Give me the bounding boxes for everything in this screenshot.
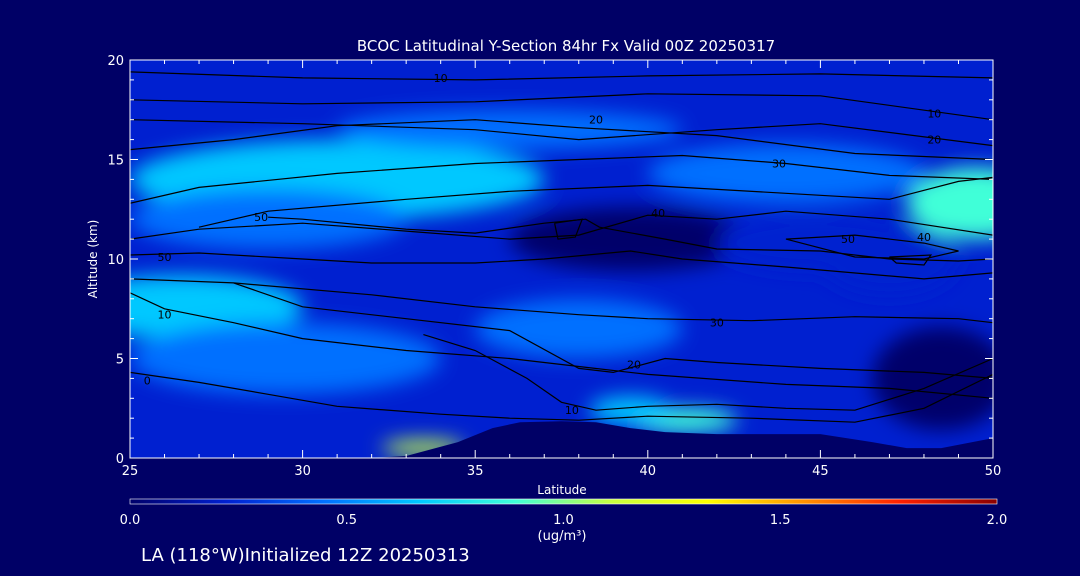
terrain-mask xyxy=(130,421,993,458)
colorbar-unit: (ug/m³) xyxy=(538,529,587,544)
contour-line xyxy=(130,210,993,240)
x-tick-label: 40 xyxy=(640,464,657,479)
contour-line xyxy=(130,292,993,399)
y-tick-label: 0 xyxy=(116,452,124,467)
contour-line xyxy=(423,334,993,411)
contour-line xyxy=(130,278,993,324)
x-tick-label: 35 xyxy=(467,464,484,479)
contour-line xyxy=(130,250,993,280)
colorbar-tick-label: 1.0 xyxy=(553,513,574,528)
contour-label: 40 xyxy=(917,231,931,244)
footer-initialized-text: LA (118°W)Initialized 12Z 20250313 xyxy=(141,545,470,566)
contour-line xyxy=(554,218,584,240)
contour-label: 50 xyxy=(254,211,268,224)
colorbar-strip xyxy=(129,498,998,505)
axes: 25 30 35 40 45 50 0 5 10 15 20 xyxy=(107,54,1001,479)
contour-label: 10 xyxy=(158,309,172,322)
contour-line xyxy=(785,234,959,260)
contour-label: 0 xyxy=(144,374,151,387)
contour-label: 50 xyxy=(841,233,855,246)
contour-label: 30 xyxy=(710,317,724,330)
field-blob xyxy=(130,274,303,339)
y-tick-label: 20 xyxy=(107,54,124,69)
contour-lines xyxy=(130,71,993,423)
contour-line xyxy=(130,119,993,147)
field-blob xyxy=(647,143,924,204)
contour-line xyxy=(198,176,993,228)
y-tick-label: 15 xyxy=(107,154,124,169)
colorbar-ticks: 0.0 0.5 1.0 1.5 2.0 xyxy=(120,513,1008,528)
colorbar-tick-label: 2.0 xyxy=(987,513,1008,528)
contour-label: 10 xyxy=(434,72,448,85)
contour-line xyxy=(233,282,993,379)
contour-line xyxy=(268,216,993,262)
y-tick-label: 10 xyxy=(107,253,124,268)
contour-label: 50 xyxy=(158,251,172,264)
field-blob xyxy=(872,326,993,431)
y-axis-label: Altitude (km) xyxy=(86,220,100,299)
contour-label: 20 xyxy=(627,358,641,371)
colorbar-tick-label: 0.0 xyxy=(120,513,141,528)
contour-label: 10 xyxy=(565,404,579,417)
x-tick-label: 25 xyxy=(122,464,139,479)
field-blob xyxy=(716,215,924,271)
x-tick-label: 45 xyxy=(812,464,829,479)
field-blob xyxy=(509,207,752,271)
contour-line xyxy=(130,119,993,161)
field-blob xyxy=(475,298,683,359)
colorbar-tick-label: 1.5 xyxy=(770,513,791,528)
x-tick-label: 50 xyxy=(985,464,1002,479)
contour-labels: 10 10 20 20 30 40 40 50 50 50 30 10 20 10 0 xyxy=(144,72,942,417)
contour-label: 30 xyxy=(772,157,786,170)
contour-line xyxy=(130,93,993,121)
contour-label: 10 xyxy=(927,108,941,121)
field-blob xyxy=(130,322,441,395)
field-blob xyxy=(130,189,407,250)
contour-label: 20 xyxy=(589,114,603,127)
field-blob xyxy=(906,167,993,240)
field-blob xyxy=(589,396,672,425)
x-axis-label: Latitude xyxy=(537,483,586,497)
contour-label: 40 xyxy=(651,207,665,220)
chart-title: BCOC Latitudinal Y-Section 84hr Fx Valid… xyxy=(357,37,775,55)
colorbar-tick-label: 0.5 xyxy=(336,513,357,528)
contour-line xyxy=(130,154,993,204)
colorbar: 0.0 0.5 1.0 1.5 2.0 (ug/m³) xyxy=(120,498,1008,544)
x-tick-label: 30 xyxy=(294,464,311,479)
contour-line xyxy=(130,71,993,81)
field-blob xyxy=(337,109,683,150)
plot-area: 10 10 20 20 30 40 40 50 50 50 30 10 20 10 0 xyxy=(129,59,994,459)
contour-line xyxy=(130,371,993,423)
contour-label: 20 xyxy=(927,134,941,147)
y-tick-label: 5 xyxy=(116,353,124,368)
contour-line xyxy=(889,254,933,266)
